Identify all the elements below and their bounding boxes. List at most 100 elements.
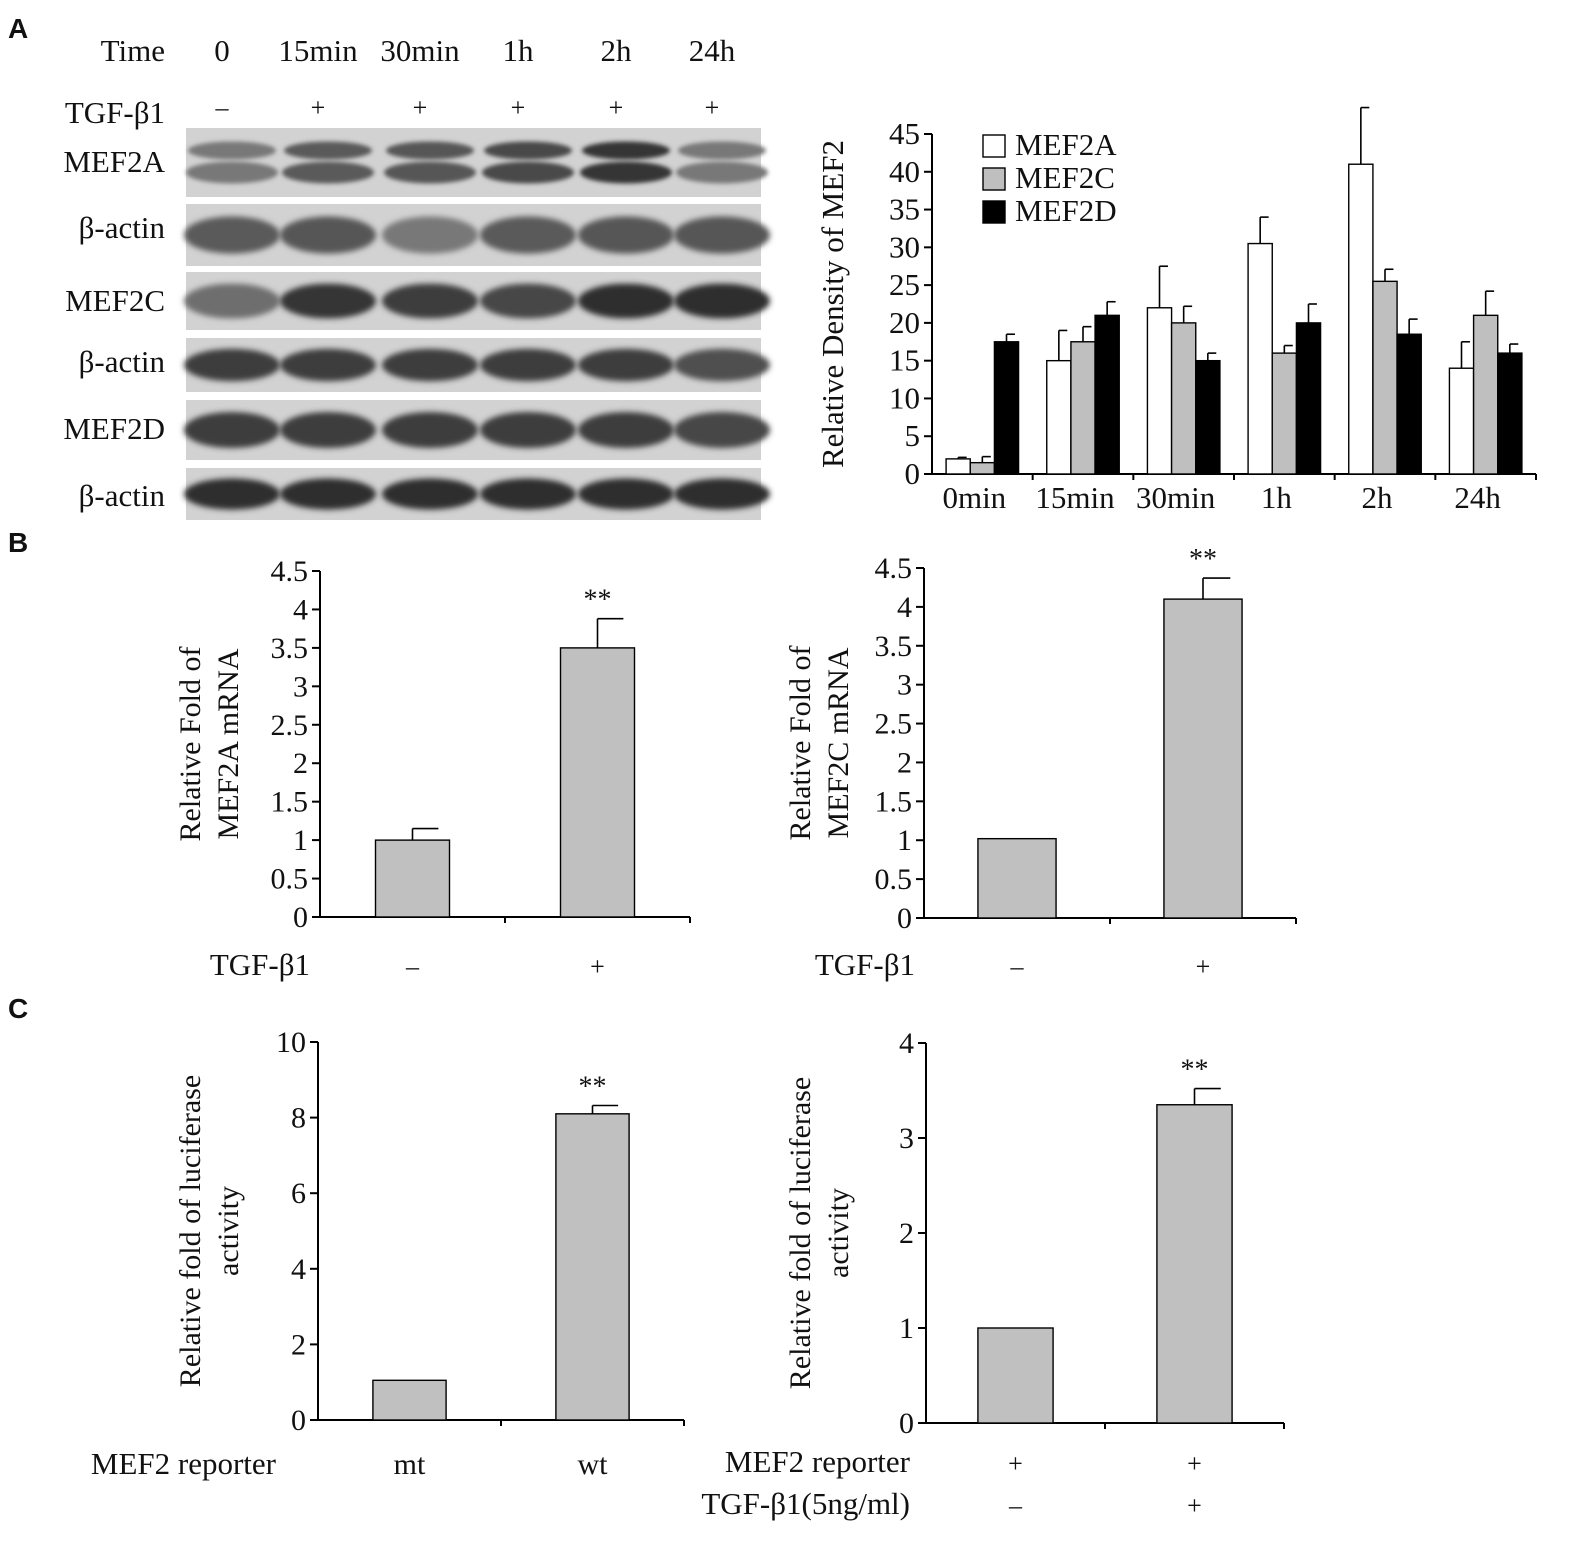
x-category-label: 15min	[1035, 480, 1115, 515]
blot-row-label: MEF2C	[65, 283, 165, 318]
bar	[1163, 598, 1243, 919]
blot-band	[184, 478, 280, 510]
significance-marker: **	[584, 585, 612, 616]
blot-band	[280, 348, 376, 382]
x-category-label: –	[405, 952, 420, 981]
wb-timepoint-label: 1h	[503, 33, 535, 68]
blot-row-label: β-actin	[79, 344, 166, 379]
blot-band	[676, 161, 768, 184]
blot-strip	[186, 128, 761, 197]
wb-treatment-sign: +	[609, 93, 624, 122]
blot-row-label: MEF2A	[63, 144, 165, 179]
blot-band	[186, 161, 278, 184]
y-tick-label: 40	[889, 154, 920, 189]
blot-band	[284, 141, 372, 160]
x-category-label: –	[1010, 952, 1025, 981]
x-row-label: MEF2 reporter	[91, 1446, 277, 1481]
y-axis-label: Relative Fold of	[784, 646, 817, 841]
x-row-label: TGF-β1	[815, 947, 915, 982]
blot-band	[674, 412, 770, 448]
y-tick-label: 4	[897, 591, 912, 624]
wb-time-label: Time	[101, 33, 165, 68]
y-axis-label: activity	[212, 1186, 245, 1276]
y-tick-label: 4	[293, 593, 308, 626]
blot-band	[282, 161, 374, 184]
blot-band	[480, 412, 576, 448]
y-tick-label: 0.5	[875, 863, 913, 896]
x-category-label: 2h	[1362, 480, 1394, 515]
x-category-label: +	[1008, 1449, 1023, 1478]
y-tick-label: 3.5	[875, 630, 913, 663]
x-category-label: 24h	[1454, 480, 1501, 515]
blot-row-label: β-actin	[79, 210, 166, 245]
chart-mef2c-mrna: 0 0.5 1 1.5 2 2.5 3 3.5 4 4.5 ** TGF-β1 – + Relative F…	[784, 544, 1297, 982]
bar	[1372, 280, 1398, 475]
y-tick-label: 0.5	[271, 863, 309, 896]
blot-band	[382, 348, 478, 382]
y-tick-label: 1.5	[271, 786, 309, 819]
blot-band	[482, 161, 574, 184]
wb-treatment-label: TGF-β1	[65, 95, 165, 130]
y-tick-label: 20	[889, 305, 920, 340]
blot-band	[578, 478, 674, 510]
blot-band	[580, 161, 672, 184]
y-tick-label: 2	[293, 747, 308, 780]
y-tick-label: 0	[899, 1407, 914, 1440]
blot-band	[578, 283, 674, 319]
x-row-label: TGF-β1	[210, 947, 310, 982]
chart-luciferase-tgf: 0 1 2 3 4 ** MEF2 reporter TGF-β1(5ng/ml) + – + + Re…	[701, 1027, 1285, 1521]
y-axis-label: MEF2A mRNA	[212, 648, 245, 839]
blot-band	[382, 216, 478, 254]
wb-treatment-sign: +	[705, 93, 720, 122]
y-axis-label: Relative Fold of	[174, 647, 207, 842]
blot-band	[188, 141, 276, 160]
blot-band	[382, 412, 478, 448]
legend-swatch	[982, 134, 1006, 158]
blot-band	[382, 478, 478, 510]
y-tick-label: 1	[897, 824, 912, 857]
y-tick-label: 0	[291, 1404, 306, 1437]
y-tick-label: 35	[889, 192, 920, 227]
y-tick-label: 3	[897, 669, 912, 702]
legend-swatch	[982, 200, 1006, 224]
panel-label-c: C	[8, 993, 28, 1024]
wb-treatment-sign: –	[215, 93, 230, 122]
bar	[1170, 322, 1197, 475]
significance-marker: **	[1181, 1055, 1209, 1086]
y-axis-label: Relative fold of luciferase	[784, 1077, 817, 1389]
blot-band	[578, 412, 674, 448]
bar	[993, 341, 1020, 475]
blot-band	[382, 283, 478, 319]
bar	[559, 647, 636, 918]
y-tick-label: 4	[899, 1027, 914, 1060]
blot-band	[386, 141, 474, 160]
panel-label-b: B	[8, 527, 28, 558]
blot-band	[480, 216, 576, 254]
blot-band	[674, 348, 770, 382]
y-tick-label: 30	[889, 229, 920, 264]
y-tick-label: 1.5	[875, 785, 913, 818]
y-tick-label: 1	[293, 824, 308, 857]
blot-row-label: MEF2D	[63, 411, 165, 446]
bar	[555, 1113, 630, 1421]
blot-band	[480, 283, 576, 319]
y-tick-label: 3.5	[271, 632, 309, 665]
x-category-label: +	[1196, 952, 1211, 981]
y-tick-label: 10	[889, 380, 920, 415]
blot-band	[582, 141, 670, 160]
y-tick-label: 0	[293, 901, 308, 934]
x-category-label: +	[1187, 1491, 1202, 1520]
y-tick-label: 0	[897, 902, 912, 935]
wb-timepoint-label: 30min	[380, 33, 460, 68]
blot-band	[384, 161, 476, 184]
blot-band	[484, 141, 572, 160]
bar	[1472, 314, 1499, 475]
wb-timepoint-label: 24h	[689, 33, 736, 68]
blot-band	[578, 348, 674, 382]
blot-band	[480, 348, 576, 382]
bar	[374, 839, 451, 918]
y-tick-label: 2	[291, 1328, 306, 1361]
legend-label: MEF2D	[1015, 193, 1117, 228]
y-axis-label: activity	[822, 1188, 855, 1278]
